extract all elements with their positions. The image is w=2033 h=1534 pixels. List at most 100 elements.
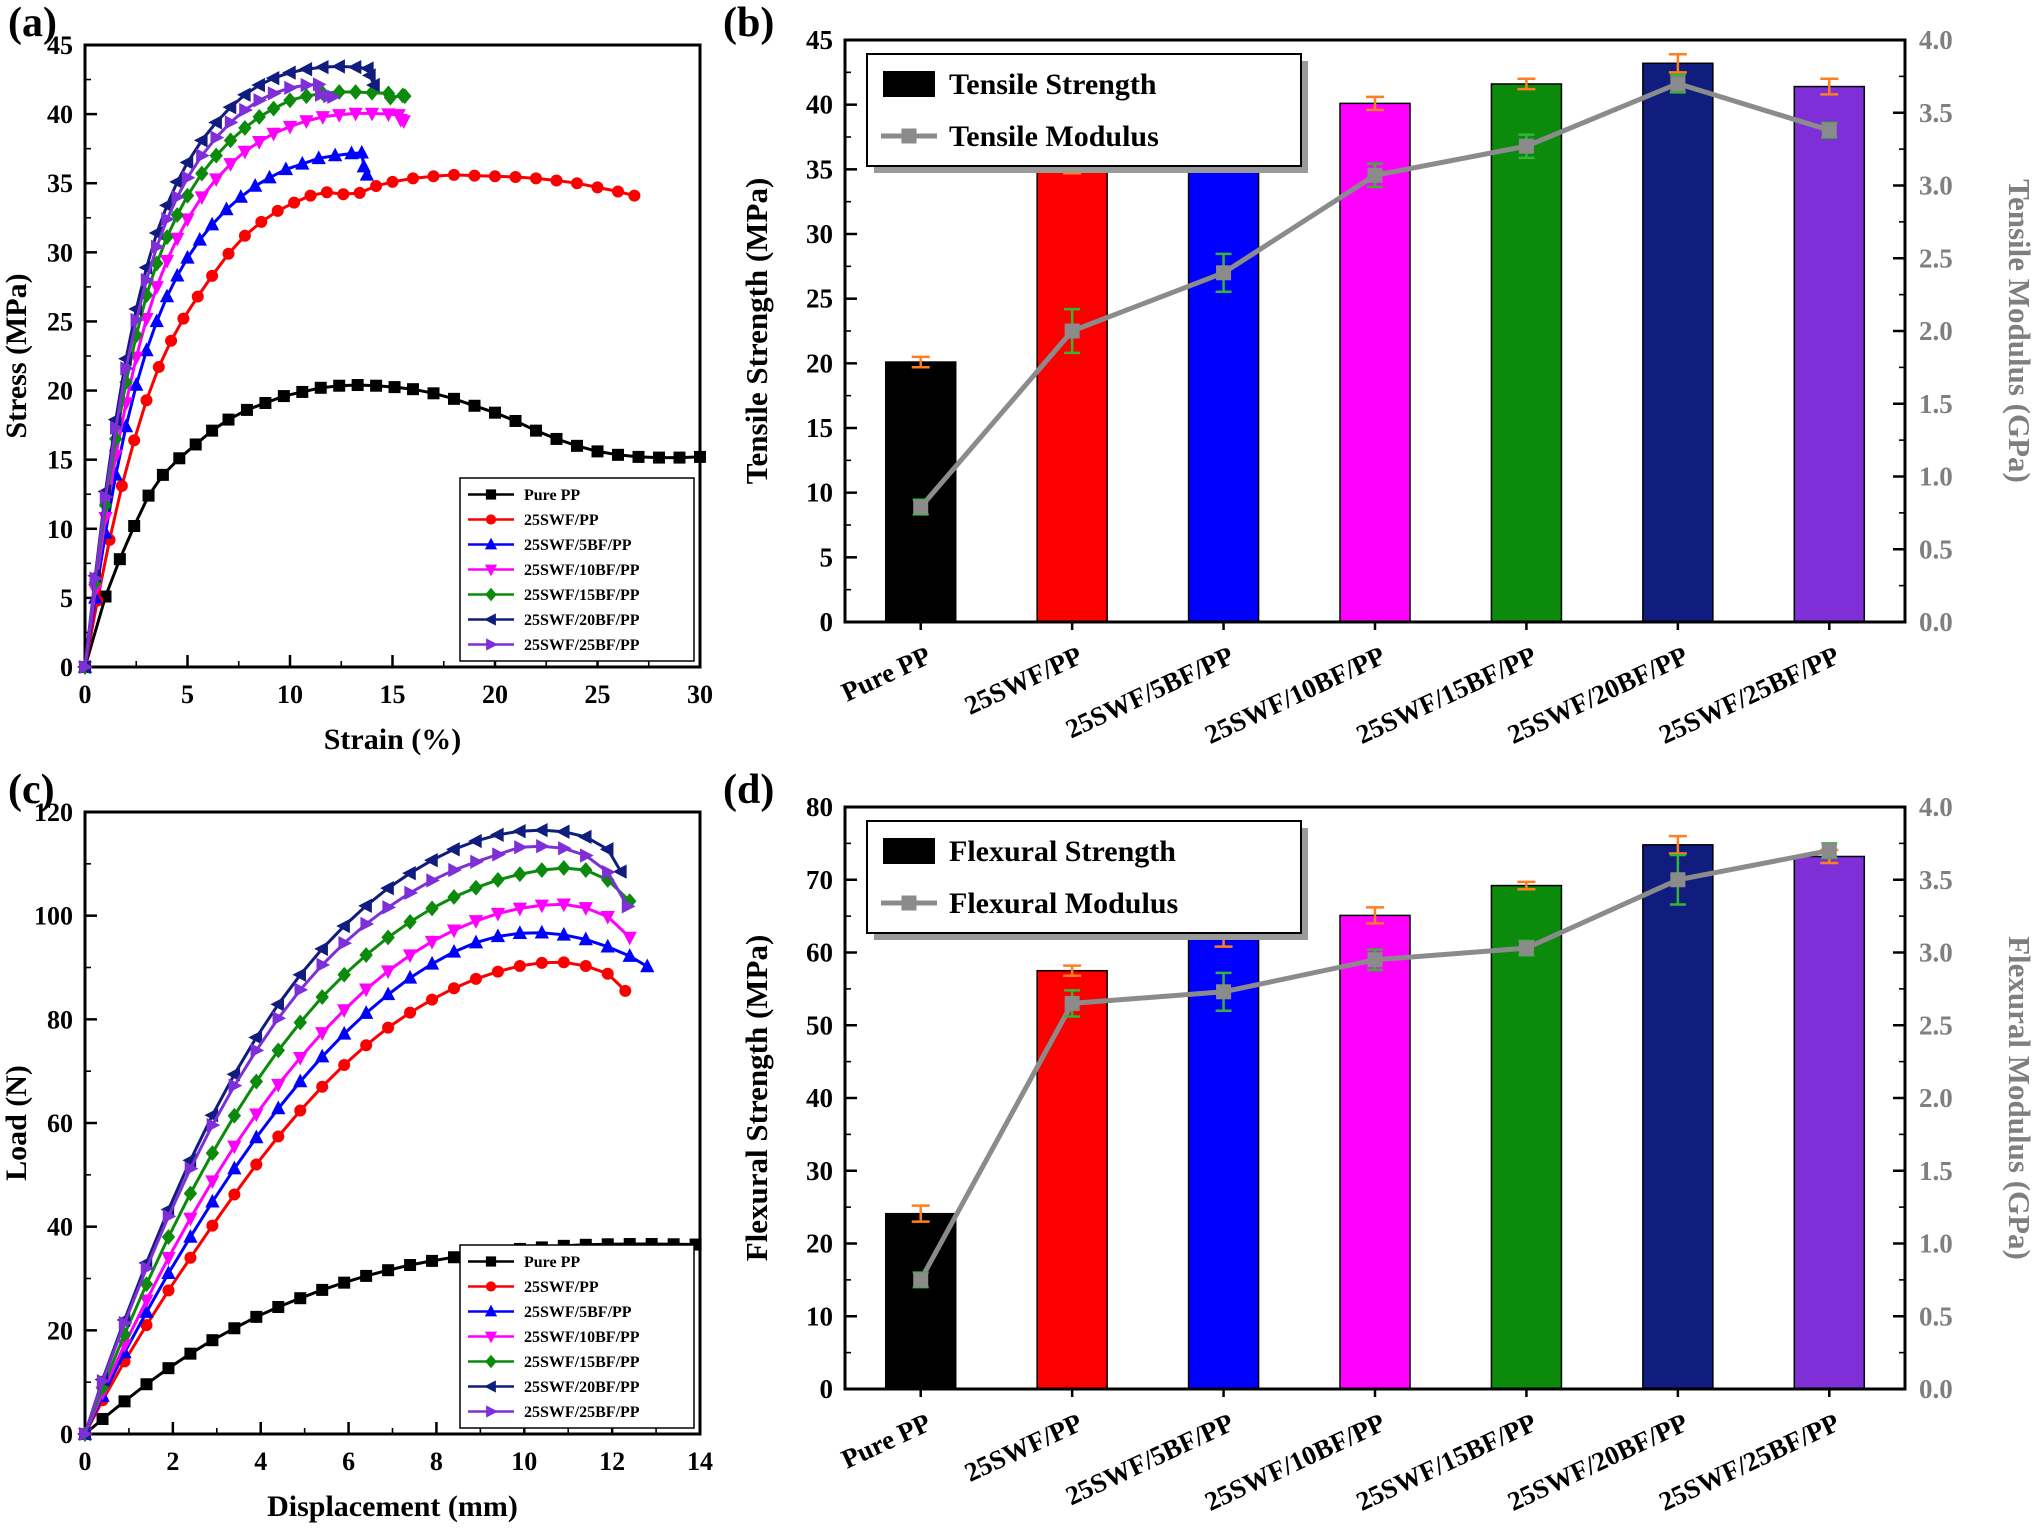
svg-text:0: 0 bbox=[79, 1447, 92, 1476]
svg-text:Displacement (mm): Displacement (mm) bbox=[267, 1490, 518, 1523]
svg-text:Flexural Modulus: Flexural Modulus bbox=[949, 887, 1178, 920]
svg-text:0: 0 bbox=[60, 1420, 73, 1449]
svg-text:5: 5 bbox=[60, 584, 73, 613]
svg-text:0.5: 0.5 bbox=[1919, 534, 1953, 564]
panel-d-label: (d) bbox=[723, 767, 775, 813]
panel-a-label: (a) bbox=[8, 0, 57, 46]
svg-text:8: 8 bbox=[430, 1447, 443, 1476]
panel-b-tensile-bars: (b) 0 5 10 15 20 25 30 35 40 45 0.0 0.5 1.0 1.5 2.0 2.5… bbox=[715, 0, 2033, 767]
svg-text:25SWF/10BF/PP: 25SWF/10BF/PP bbox=[524, 562, 640, 579]
svg-text:14: 14 bbox=[687, 1447, 713, 1476]
svg-text:20: 20 bbox=[806, 1229, 833, 1259]
svg-text:30: 30 bbox=[47, 238, 73, 267]
svg-text:2: 2 bbox=[166, 1447, 179, 1476]
svg-text:2.0: 2.0 bbox=[1919, 316, 1953, 346]
svg-text:0: 0 bbox=[820, 607, 834, 637]
stress-strain-chart: 0 5 10 15 20 25 30 0 5 10 15 20 25 30 35 40 45 Strain (%)… bbox=[0, 31, 713, 756]
svg-text:10: 10 bbox=[277, 680, 303, 709]
svg-text:3.5: 3.5 bbox=[1919, 98, 1953, 128]
svg-text:3.0: 3.0 bbox=[1919, 938, 1953, 968]
svg-text:3.5: 3.5 bbox=[1919, 865, 1953, 895]
svg-text:40: 40 bbox=[47, 100, 73, 129]
svg-text:15: 15 bbox=[806, 413, 833, 443]
svg-text:4: 4 bbox=[254, 1447, 267, 1476]
svg-text:Pure PP: Pure PP bbox=[524, 1254, 580, 1271]
svg-text:45: 45 bbox=[47, 31, 73, 60]
svg-text:25SWF/10BF/PP: 25SWF/10BF/PP bbox=[524, 1329, 640, 1346]
svg-text:25SWF/20BF/PP: 25SWF/20BF/PP bbox=[524, 1379, 640, 1396]
svg-text:2.0: 2.0 bbox=[1919, 1083, 1953, 1113]
svg-text:1.5: 1.5 bbox=[1919, 389, 1953, 419]
svg-text:25SWF/25BF/PP: 25SWF/25BF/PP bbox=[524, 1404, 640, 1421]
svg-text:25SWF/PP: 25SWF/PP bbox=[960, 1407, 1087, 1487]
panel-c-load-displacement: (c) 0 2 4 6 8 10 12 14 0 20 40 60 80 100 120 Displaceme… bbox=[0, 767, 715, 1534]
svg-text:25SWF/5BF/PP: 25SWF/5BF/PP bbox=[524, 1304, 632, 1321]
svg-text:25SWF/PP: 25SWF/PP bbox=[960, 640, 1087, 720]
svg-text:40: 40 bbox=[806, 90, 833, 120]
svg-text:25SWF/15BF/PP: 25SWF/15BF/PP bbox=[524, 587, 640, 604]
svg-text:40: 40 bbox=[47, 1213, 73, 1242]
svg-text:Stress (MPa): Stress (MPa) bbox=[0, 273, 33, 438]
svg-text:12: 12 bbox=[599, 1447, 625, 1476]
svg-text:Strain (%): Strain (%) bbox=[324, 723, 462, 756]
svg-text:Pure PP: Pure PP bbox=[837, 1407, 936, 1474]
svg-text:0: 0 bbox=[60, 653, 73, 682]
svg-text:1.0: 1.0 bbox=[1919, 1229, 1953, 1259]
svg-text:30: 30 bbox=[806, 1156, 833, 1186]
svg-text:3.0: 3.0 bbox=[1919, 171, 1953, 201]
svg-text:20: 20 bbox=[47, 1316, 73, 1345]
svg-text:Pure PP: Pure PP bbox=[837, 640, 936, 707]
svg-text:25: 25 bbox=[47, 307, 73, 336]
svg-text:120: 120 bbox=[34, 798, 73, 827]
svg-text:1.0: 1.0 bbox=[1919, 462, 1953, 492]
svg-text:60: 60 bbox=[806, 938, 833, 968]
svg-text:25SWF/15BF/PP: 25SWF/15BF/PP bbox=[524, 1354, 640, 1371]
panel-d-flexural-bars: (d) 0 10 20 30 40 50 60 70 80 0.0 0.5 1.0 1.5 2.0 2.5 3… bbox=[715, 767, 2033, 1534]
svg-text:25SWF/PP: 25SWF/PP bbox=[524, 512, 599, 529]
svg-text:2.5: 2.5 bbox=[1919, 243, 1953, 273]
svg-text:2.5: 2.5 bbox=[1919, 1010, 1953, 1040]
tensile-strength-modulus-chart: 0 5 10 15 20 25 30 35 40 45 0.0 0.5 1.0 1.5 2.0 2.5 3.0 3… bbox=[739, 25, 2033, 750]
svg-text:5: 5 bbox=[820, 542, 834, 572]
svg-text:5: 5 bbox=[181, 680, 194, 709]
svg-text:6: 6 bbox=[342, 1447, 355, 1476]
svg-text:30: 30 bbox=[806, 219, 833, 249]
svg-text:30: 30 bbox=[687, 680, 713, 709]
svg-text:20: 20 bbox=[482, 680, 508, 709]
svg-text:0.5: 0.5 bbox=[1919, 1301, 1953, 1331]
panel-b-label: (b) bbox=[723, 0, 775, 46]
svg-text:0: 0 bbox=[820, 1374, 834, 1404]
svg-text:45: 45 bbox=[806, 25, 833, 55]
svg-text:20: 20 bbox=[806, 348, 833, 378]
svg-text:10: 10 bbox=[806, 478, 833, 508]
svg-text:20: 20 bbox=[47, 377, 73, 406]
svg-text:50: 50 bbox=[806, 1010, 833, 1040]
svg-text:60: 60 bbox=[47, 1109, 73, 1138]
svg-text:Tensile Strength (MPa): Tensile Strength (MPa) bbox=[739, 178, 774, 485]
svg-text:40: 40 bbox=[806, 1083, 833, 1113]
panel-c-label: (c) bbox=[8, 767, 55, 813]
svg-text:1.5: 1.5 bbox=[1919, 1156, 1953, 1186]
svg-text:80: 80 bbox=[47, 1005, 73, 1034]
svg-text:35: 35 bbox=[806, 154, 833, 184]
svg-text:25SWF/5BF/PP: 25SWF/5BF/PP bbox=[524, 537, 632, 554]
svg-text:10: 10 bbox=[511, 1447, 537, 1476]
panel-a-stress-strain: (a) 0 5 10 15 20 25 30 0 5 10 15 20 25 30 35 40 45 Strain… bbox=[0, 0, 715, 767]
svg-text:4.0: 4.0 bbox=[1919, 792, 1953, 822]
svg-text:10: 10 bbox=[47, 515, 73, 544]
load-displacement-chart: 0 2 4 6 8 10 12 14 0 20 40 60 80 100 120 Displacement (… bbox=[0, 798, 713, 1523]
svg-text:Flexural Modulus (GPa): Flexural Modulus (GPa) bbox=[2002, 936, 2033, 1260]
svg-text:15: 15 bbox=[380, 680, 406, 709]
svg-text:100: 100 bbox=[34, 902, 73, 931]
svg-text:25SWF/25BF/PP: 25SWF/25BF/PP bbox=[524, 637, 640, 654]
svg-text:Tensile Modulus (GPa): Tensile Modulus (GPa) bbox=[2002, 179, 2033, 483]
svg-text:70: 70 bbox=[806, 865, 833, 895]
svg-text:35: 35 bbox=[47, 169, 73, 198]
svg-text:25SWF/PP: 25SWF/PP bbox=[524, 1279, 599, 1296]
svg-text:80: 80 bbox=[806, 792, 833, 822]
svg-text:Tensile Modulus: Tensile Modulus bbox=[949, 120, 1159, 153]
svg-text:25: 25 bbox=[585, 680, 611, 709]
svg-text:Flexural Strength (MPa): Flexural Strength (MPa) bbox=[739, 935, 774, 1262]
svg-text:0.0: 0.0 bbox=[1919, 607, 1953, 637]
svg-text:25: 25 bbox=[806, 284, 833, 314]
